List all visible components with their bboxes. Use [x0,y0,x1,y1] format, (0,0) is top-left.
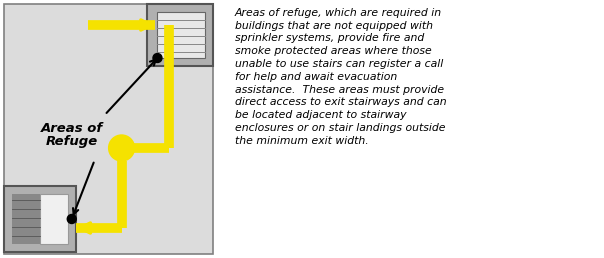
Bar [40,194,68,244]
Text: Areas of refuge, which are required in
buildings that are not equipped with
spri: Areas of refuge, which are required in b… [234,8,446,146]
Bar [12,194,40,244]
Text: Areas of: Areas of [40,122,103,134]
Bar [4,186,75,252]
Circle shape [153,53,162,62]
Bar [158,12,205,58]
Bar [147,4,213,66]
Circle shape [109,135,135,161]
Text: Refuge: Refuge [46,135,98,149]
Circle shape [67,214,76,223]
